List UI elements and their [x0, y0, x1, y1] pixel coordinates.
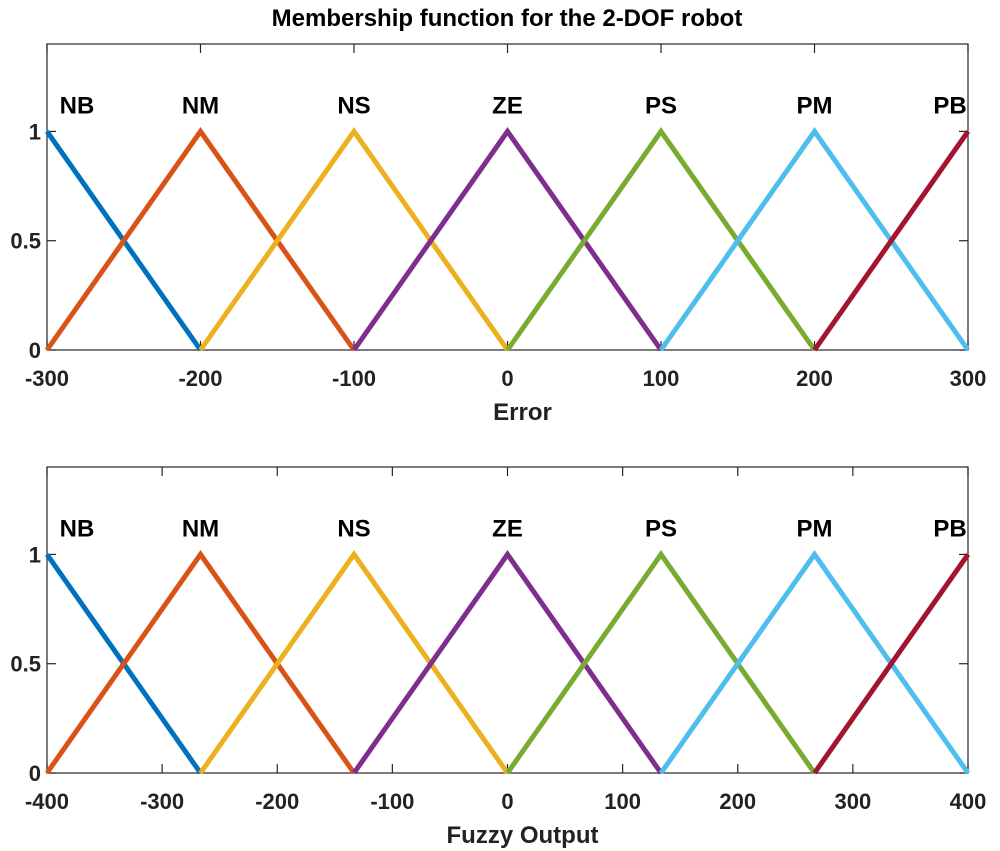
axes-box	[46, 43, 969, 351]
membership-label-nm: NM	[182, 92, 219, 119]
y-tick-label: 0	[29, 338, 41, 363]
series-line-nm	[44, 550, 357, 775]
series-line-pb	[812, 129, 971, 352]
x-tick-label: 100	[604, 789, 641, 814]
membership-label-pb: PB	[933, 92, 966, 119]
x-tick-label: -300	[25, 366, 69, 391]
x-tick-label: 300	[950, 366, 987, 391]
series-line-ps	[505, 127, 817, 352]
membership-label-ns: NS	[337, 515, 370, 542]
x-tick-label: -200	[178, 366, 222, 391]
x-tick-label: -100	[332, 366, 376, 391]
series-line-pb	[812, 552, 971, 775]
membership-label-ps: PS	[645, 515, 677, 542]
chart-title: Membership function for the 2-DOF robot	[272, 5, 743, 32]
x-axis-label: Error	[493, 399, 552, 426]
membership-label-pm: PM	[797, 92, 833, 119]
axes-box	[46, 466, 969, 774]
x-tick-label: 400	[950, 789, 987, 814]
x-tick-label: 0	[501, 789, 513, 814]
y-tick-label: 1	[29, 119, 41, 144]
x-tick-label: 200	[796, 366, 833, 391]
membership-label-pb: PB	[933, 515, 966, 542]
series-line-pm	[658, 550, 971, 775]
x-axis-label: Fuzzy Output	[447, 822, 599, 849]
series-line-ps	[505, 550, 817, 775]
x-tick-label: -100	[370, 789, 414, 814]
membership-label-ns: NS	[337, 92, 370, 119]
y-tick-label: 0	[29, 761, 41, 786]
membership-label-nm: NM	[182, 515, 219, 542]
chart-panel-2: -400 -300 -200 -100 0 100 200 300 400 0 0.5 1 Fuzzy …	[10, 466, 987, 849]
series-line-ze	[351, 127, 664, 352]
x-tick-label: 100	[643, 366, 680, 391]
x-tick-label: -300	[140, 789, 184, 814]
series-line-ns	[198, 127, 510, 352]
series-line-nm	[44, 127, 357, 352]
membership-label-nb: NB	[60, 92, 95, 119]
membership-label-ze: ZE	[492, 92, 523, 119]
membership-label-nb: NB	[60, 515, 95, 542]
y-tick-label: 0.5	[10, 229, 41, 254]
chart-panel-1: -300 -200 -100 0 100 200 300 0 0.5 1 Error NB NM NS ZE…	[10, 43, 987, 426]
y-tick-label: 0.5	[10, 652, 41, 677]
membership-label-ze: ZE	[492, 515, 523, 542]
x-tick-label: 300	[835, 789, 872, 814]
x-tick-label: 0	[501, 366, 513, 391]
y-tick-label: 1	[29, 542, 41, 567]
x-tick-label: 200	[719, 789, 756, 814]
x-tick-label: -400	[25, 789, 69, 814]
series-line-ns	[198, 550, 510, 775]
series-line-ze	[351, 550, 664, 775]
x-tick-label: -200	[255, 789, 299, 814]
series-line-pm	[658, 127, 971, 352]
membership-label-ps: PS	[645, 92, 677, 119]
membership-label-pm: PM	[797, 515, 833, 542]
